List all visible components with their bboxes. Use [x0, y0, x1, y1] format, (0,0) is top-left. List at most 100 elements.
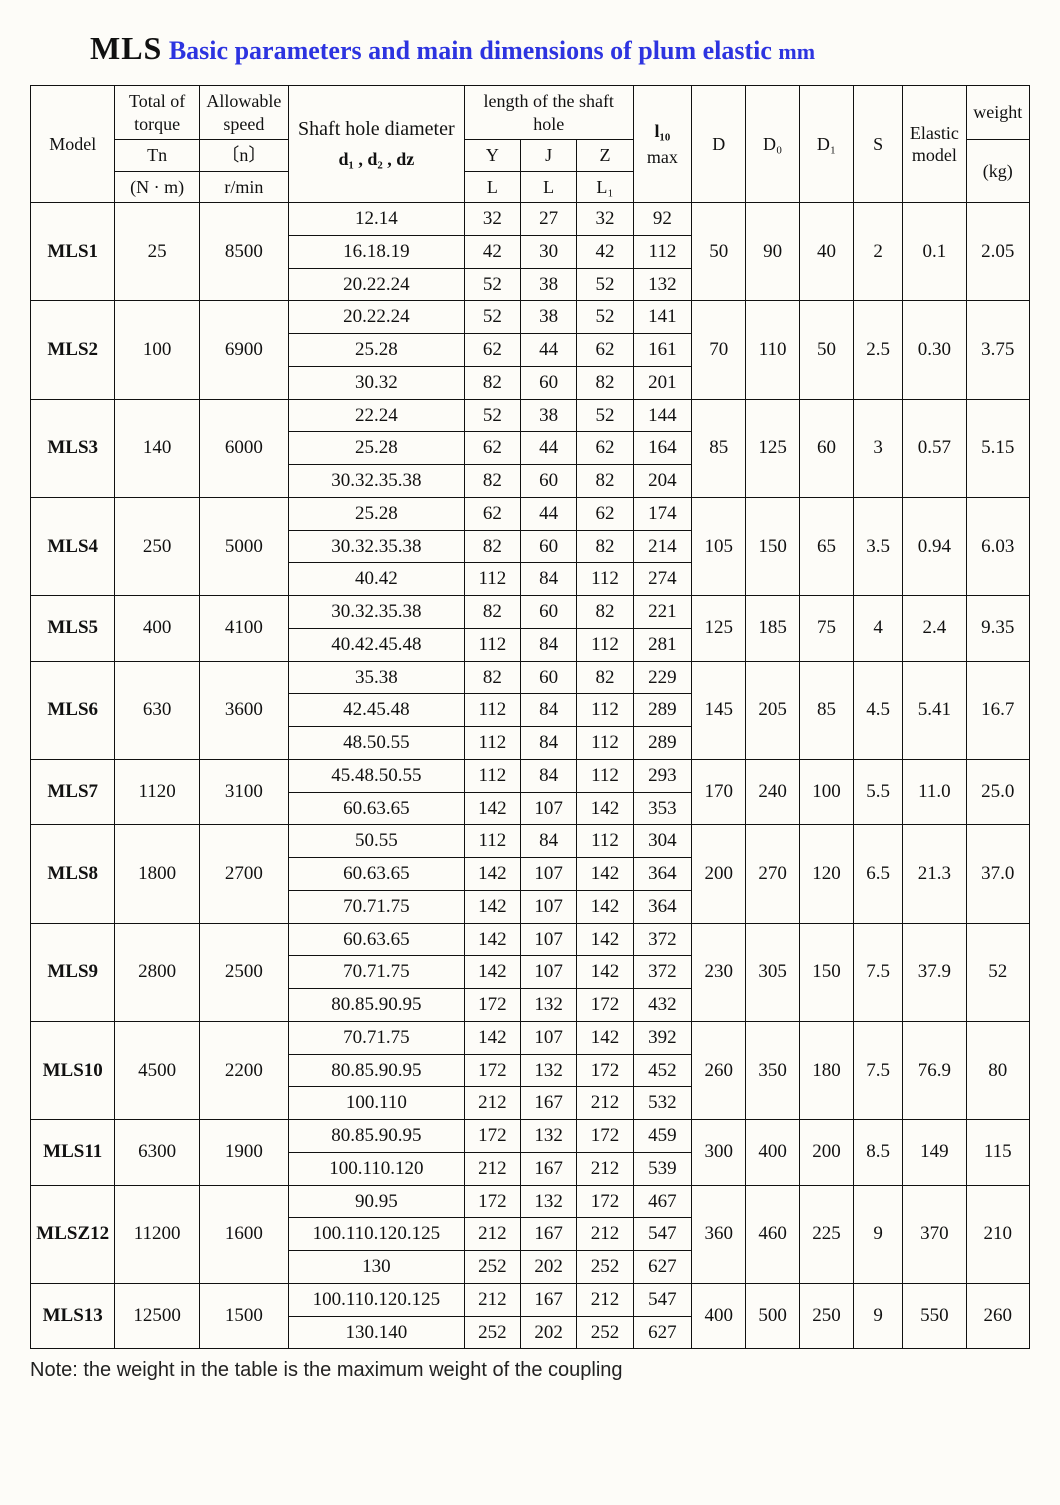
hdr-l10-sym: l₁₀ — [638, 120, 688, 143]
hdr-Z-L1: L₁ — [577, 171, 633, 203]
cell-speed: 1600 — [199, 1185, 288, 1283]
cell-dia: 60.63.65 — [288, 792, 464, 825]
cell-l10: 364 — [633, 890, 692, 923]
cell-dia: 60.63.65 — [288, 923, 464, 956]
table-row: MLS116300190080.85.90.951721321724593004… — [31, 1120, 1030, 1153]
cell-Z: 172 — [577, 989, 633, 1022]
cell-speed: 4100 — [199, 596, 288, 662]
cell-Y: 82 — [464, 596, 520, 629]
cell-speed: 6900 — [199, 301, 288, 399]
title-main: Basic parameters and main dimensions of … — [162, 36, 778, 65]
cell-dia: 30.32.35.38 — [288, 596, 464, 629]
cell-J: 44 — [521, 432, 577, 465]
hdr-torque-unit: (N · m) — [115, 171, 199, 203]
cell-speed: 2500 — [199, 923, 288, 1021]
table-row: MLS6630360035.38826082229145205854.55.41… — [31, 661, 1030, 694]
cell-weight: 210 — [966, 1185, 1029, 1283]
cell-J: 167 — [521, 1283, 577, 1316]
cell-S: 6.5 — [854, 825, 903, 923]
cell-Z: 82 — [577, 596, 633, 629]
cell-J: 84 — [521, 759, 577, 792]
hdr-D1: D₁ — [800, 86, 854, 203]
hdr-l10-sub: max — [638, 146, 688, 169]
table-row: MLS2100690020.22.2452385214170110502.50.… — [31, 301, 1030, 334]
page-title: MLS Basic parameters and main dimensions… — [90, 30, 1030, 67]
cell-Y: 112 — [464, 628, 520, 661]
cell-Z: 112 — [577, 694, 633, 727]
cell-Z: 62 — [577, 432, 633, 465]
cell-dia: 70.71.75 — [288, 956, 464, 989]
cell-elastic: 37.9 — [903, 923, 966, 1021]
cell-Y: 62 — [464, 334, 520, 367]
table-body: MLS125850012.143227329250904020.12.0516.… — [31, 203, 1030, 1349]
cell-dia: 100.110.120 — [288, 1152, 464, 1185]
cell-torque: 4500 — [115, 1021, 199, 1119]
cell-Y: 212 — [464, 1152, 520, 1185]
cell-elastic: 2.4 — [903, 596, 966, 662]
cell-model: MLS11 — [31, 1120, 115, 1186]
cell-weight: 5.15 — [966, 399, 1029, 497]
cell-J: 107 — [521, 923, 577, 956]
cell-J: 107 — [521, 890, 577, 923]
cell-D: 50 — [692, 203, 746, 301]
hdr-J: J — [521, 140, 577, 172]
cell-weight: 37.0 — [966, 825, 1029, 923]
cell-Z: 112 — [577, 563, 633, 596]
cell-D: 145 — [692, 661, 746, 759]
table-row: MLS125850012.143227329250904020.12.05 — [31, 203, 1030, 236]
table-row: MLS5400410030.32.35.38826082221125185754… — [31, 596, 1030, 629]
cell-J: 60 — [521, 366, 577, 399]
cell-J: 107 — [521, 792, 577, 825]
cell-l10: 304 — [633, 825, 692, 858]
cell-Z: 42 — [577, 235, 633, 268]
cell-Y: 112 — [464, 727, 520, 760]
hdr-Y-L: L — [464, 171, 520, 203]
cell-l10: 204 — [633, 465, 692, 498]
cell-dia: 25.28 — [288, 432, 464, 465]
cell-l10: 132 — [633, 268, 692, 301]
cell-dia: 30.32.35.38 — [288, 465, 464, 498]
footnote: Note: the weight in the table is the max… — [30, 1359, 1030, 1382]
cell-J: 202 — [521, 1316, 577, 1349]
cell-S: 9 — [854, 1283, 903, 1349]
cell-Do: 460 — [746, 1185, 800, 1283]
cell-Y: 212 — [464, 1087, 520, 1120]
cell-torque: 2800 — [115, 923, 199, 1021]
cell-J: 132 — [521, 989, 577, 1022]
cell-Z: 82 — [577, 366, 633, 399]
cell-S: 4 — [854, 596, 903, 662]
cell-D: 400 — [692, 1283, 746, 1349]
table-row: MLS92800250060.63.6514210714237223030515… — [31, 923, 1030, 956]
hdr-torque-top: Total of torque — [115, 86, 199, 140]
cell-D: 200 — [692, 825, 746, 923]
cell-speed: 8500 — [199, 203, 288, 301]
cell-dia: 50.55 — [288, 825, 464, 858]
cell-speed: 3600 — [199, 661, 288, 759]
cell-J: 84 — [521, 727, 577, 760]
cell-speed: 6000 — [199, 399, 288, 497]
cell-Z: 172 — [577, 1054, 633, 1087]
cell-model: MLS6 — [31, 661, 115, 759]
cell-Z: 142 — [577, 956, 633, 989]
cell-S: 2 — [854, 203, 903, 301]
cell-dia: 40.42 — [288, 563, 464, 596]
cell-D: 230 — [692, 923, 746, 1021]
cell-J: 44 — [521, 334, 577, 367]
cell-D: 300 — [692, 1120, 746, 1186]
cell-l10: 459 — [633, 1120, 692, 1153]
hdr-speed-top: Allowable speed — [199, 86, 288, 140]
cell-Y: 212 — [464, 1283, 520, 1316]
hdr-S: S — [854, 86, 903, 203]
cell-l10: 372 — [633, 956, 692, 989]
cell-Z: 112 — [577, 759, 633, 792]
cell-Y: 142 — [464, 858, 520, 891]
cell-model: MLS7 — [31, 759, 115, 825]
cell-J: 60 — [521, 661, 577, 694]
cell-dia: 42.45.48 — [288, 694, 464, 727]
cell-Z: 172 — [577, 1120, 633, 1153]
cell-l10: 627 — [633, 1316, 692, 1349]
cell-weight: 115 — [966, 1120, 1029, 1186]
cell-model: MLS13 — [31, 1283, 115, 1349]
cell-dia: 70.71.75 — [288, 1021, 464, 1054]
cell-dia: 16.18.19 — [288, 235, 464, 268]
